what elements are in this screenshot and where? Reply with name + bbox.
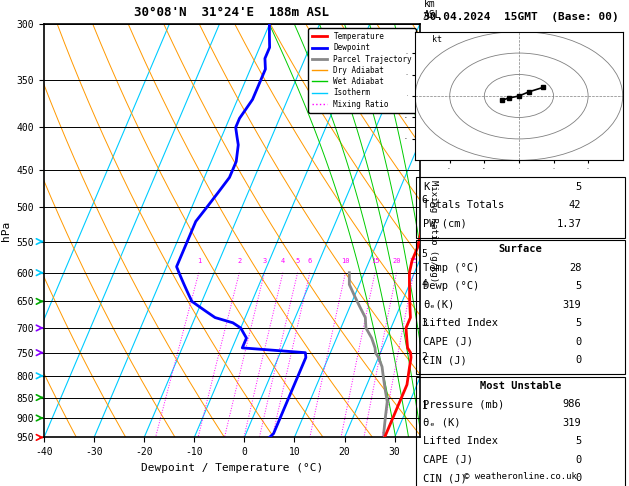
Text: 319: 319 [562,418,581,428]
Title: 30°08'N  31°24'E  188m ASL: 30°08'N 31°24'E 188m ASL [135,6,330,19]
Text: 42: 42 [569,200,581,210]
Text: PW (cm): PW (cm) [423,219,467,228]
Text: Dewp (°C): Dewp (°C) [423,281,479,291]
Text: θₑ(K): θₑ(K) [423,300,454,310]
Text: 6: 6 [421,195,428,205]
Text: 7: 7 [421,148,428,158]
Text: 5: 5 [575,318,581,328]
Text: 30.04.2024  15GMT  (Base: 00): 30.04.2024 15GMT (Base: 00) [423,12,618,22]
Text: 1.37: 1.37 [556,219,581,228]
Text: 5: 5 [575,436,581,446]
Text: © weatheronline.co.uk: © weatheronline.co.uk [464,472,577,481]
Text: 6: 6 [308,258,312,263]
Text: 28: 28 [569,263,581,273]
Text: 0: 0 [575,473,581,483]
Text: CIN (J): CIN (J) [423,355,467,365]
Bar [416,177,625,238]
X-axis label: Dewpoint / Temperature (°C): Dewpoint / Temperature (°C) [141,463,323,473]
Text: Lifted Index: Lifted Index [423,318,498,328]
Text: 3: 3 [262,258,267,263]
Text: 4: 4 [281,258,285,263]
Text: 1: 1 [197,258,201,263]
Text: 15: 15 [370,258,379,263]
Text: 25: 25 [409,258,418,263]
Text: 5: 5 [575,281,581,291]
Text: 2: 2 [421,352,428,363]
Text: CAPE (J): CAPE (J) [423,337,473,347]
Text: 319: 319 [562,300,581,310]
Text: CAPE (J): CAPE (J) [423,455,473,465]
Text: θₑ (K): θₑ (K) [423,418,460,428]
Text: K: K [423,182,429,191]
Text: 5: 5 [575,182,581,191]
Text: Temp (°C): Temp (°C) [423,263,479,273]
Text: 2: 2 [237,258,242,263]
Text: 10: 10 [341,258,350,263]
Text: 8: 8 [421,94,428,104]
Text: Most Unstable: Most Unstable [480,381,561,391]
Text: 4: 4 [421,279,428,290]
Text: kt: kt [433,35,442,44]
Text: 0: 0 [575,355,581,365]
Text: Mixing Ratio (g/kg): Mixing Ratio (g/kg) [429,180,438,282]
Bar [416,240,625,374]
Text: 0: 0 [575,455,581,465]
Legend: Temperature, Dewpoint, Parcel Trajectory, Dry Adiabat, Wet Adiabat, Isotherm, Mi: Temperature, Dewpoint, Parcel Trajectory… [308,28,416,112]
Text: 5: 5 [421,249,428,260]
Text: Totals Totals: Totals Totals [423,200,504,210]
Bar [416,377,625,486]
Y-axis label: hPa: hPa [1,221,11,241]
Text: Pressure (mb): Pressure (mb) [423,399,504,409]
Text: 986: 986 [562,399,581,409]
Text: 5: 5 [296,258,299,263]
Text: Surface: Surface [499,244,542,254]
Text: 20: 20 [392,258,401,263]
Text: 1: 1 [421,401,428,411]
Text: km
ASL: km ASL [423,0,441,20]
Text: CIN (J): CIN (J) [423,473,467,483]
Text: 3: 3 [421,318,428,328]
Text: Lifted Index: Lifted Index [423,436,498,446]
Text: 0: 0 [575,337,581,347]
